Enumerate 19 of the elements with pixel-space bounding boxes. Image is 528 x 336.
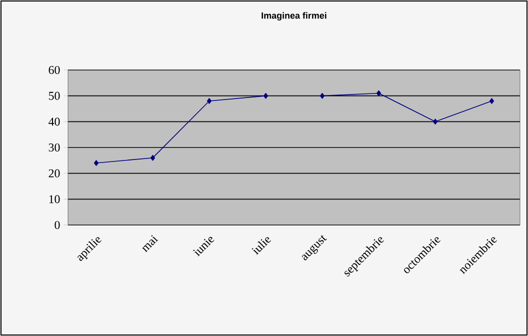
point	[320, 92, 325, 99]
point	[376, 90, 382, 96]
chart-title: Imaginea firmei	[262, 12, 326, 21]
point	[432, 118, 438, 125]
y-tick-label: 60	[48, 66, 60, 74]
point	[150, 154, 156, 161]
x-tick-label: mai	[142, 235, 158, 252]
x-tick-label: iulie	[252, 237, 271, 255]
point	[94, 160, 99, 166]
y-tick-label: 50	[48, 92, 60, 100]
y-tick-label: 30	[48, 143, 60, 152]
point	[206, 98, 212, 104]
y-tick-label: 40	[48, 118, 60, 126]
point	[489, 98, 494, 104]
x-tick-label: iunie	[193, 236, 214, 257]
point	[263, 92, 268, 99]
y-tick-label: 20	[48, 169, 60, 178]
y-tick-label: 0	[54, 220, 60, 230]
y-tick-label: 10	[49, 195, 60, 204]
